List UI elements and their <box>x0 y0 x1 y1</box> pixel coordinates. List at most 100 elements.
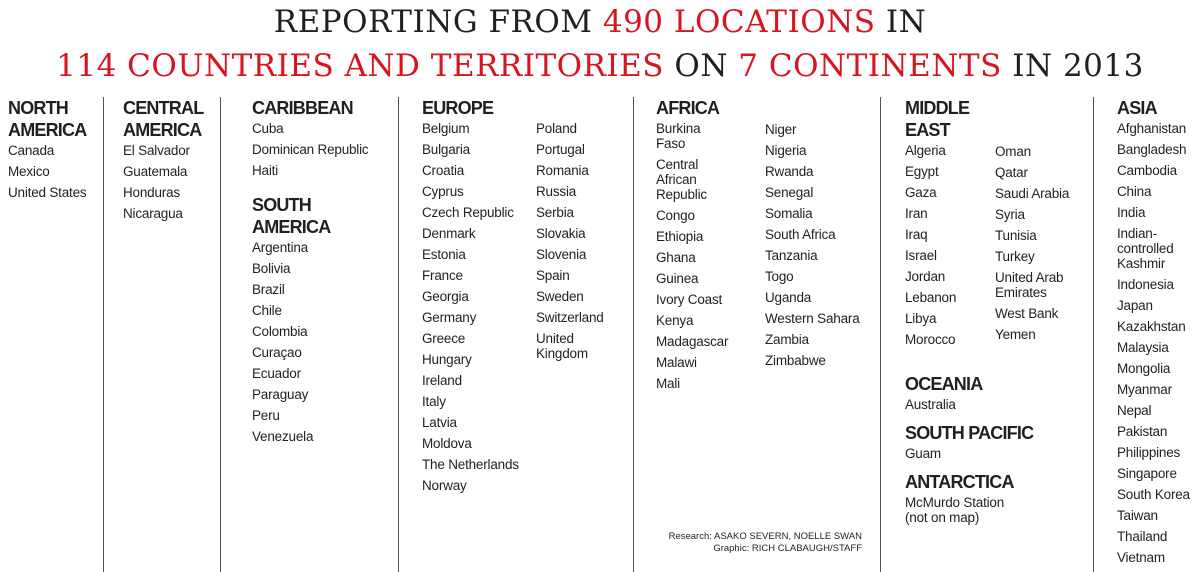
region-heading: AFRICA <box>656 98 720 118</box>
region-heading: OCEANIA <box>905 374 983 394</box>
location-item: Italy <box>422 394 446 409</box>
location-item: Hungary <box>422 352 472 367</box>
location-item: Oman <box>995 144 1031 159</box>
location-item: Somalia <box>765 206 813 221</box>
location-item: Gaza <box>905 185 937 200</box>
location-list: Cuba Dominican Republic Haiti <box>252 121 369 178</box>
location-item: Bulgaria <box>422 142 470 157</box>
location-item: Madagascar <box>656 334 729 349</box>
location-item: Norway <box>422 478 467 493</box>
location-item: Slovakia <box>536 226 586 241</box>
location-item: Colombia <box>252 324 308 339</box>
location-item: Israel <box>905 248 937 263</box>
location-item: Egypt <box>905 164 939 179</box>
location-item: Singapore <box>1117 466 1177 481</box>
location-item: Pakistan <box>1117 424 1168 439</box>
location-item: Mali <box>656 376 680 391</box>
graphic-credit: Graphic: RICH CLABAUGH/STAFF <box>713 543 862 554</box>
location-item: United Kingdom <box>536 331 588 361</box>
region-heading: CENTRAL AMERICA <box>123 98 204 140</box>
column-divider <box>1093 97 1094 572</box>
location-item: Congo <box>656 208 695 223</box>
location-item: Argentina <box>252 240 308 255</box>
credits: Research: ASAKO SEVERN, NOELLE SWAN Grap… <box>640 531 862 555</box>
location-item: Peru <box>252 408 280 423</box>
column-divider <box>220 97 221 572</box>
location-item: Bolivia <box>252 261 291 276</box>
location-item: Sweden <box>536 289 584 304</box>
location-item: Guinea <box>656 271 699 286</box>
region-oceania-pacific-antarctica: OCEANIA Australia SOUTH PACIFIC Guam ANT… <box>905 373 1034 531</box>
location-item: Togo <box>765 269 794 284</box>
location-item: Jordan <box>905 269 946 284</box>
location-list: Australia <box>905 397 1033 412</box>
location-item: Cyprus <box>422 184 464 199</box>
location-item: Syria <box>995 207 1025 222</box>
location-item: Belgium <box>422 121 470 136</box>
location-item: Canada <box>8 143 55 158</box>
location-item: Algeria <box>905 143 946 158</box>
region-asia: ASIA Afghanistan Bangladesh Cambodia China I… <box>1117 97 1190 571</box>
location-item: Kazakhstan <box>1117 319 1186 334</box>
location-item: Romania <box>536 163 589 178</box>
headline-text: IN 2013 <box>1001 48 1144 84</box>
location-item: Saudi Arabia <box>995 186 1070 201</box>
location-item: Western Sahara <box>765 311 860 326</box>
region-heading: NORTH AMERICA <box>8 98 87 140</box>
location-item: Thailand <box>1117 529 1168 544</box>
location-list: Poland Portugal Romania Russia Serbia Slovaki… <box>536 121 604 361</box>
location-item: United Arab Emirates <box>995 270 1064 300</box>
location-item: Serbia <box>536 205 574 220</box>
location-list: Burkina Faso Central African Republic Cong… <box>656 121 728 391</box>
location-item: Lebanon <box>905 290 957 305</box>
location-item: Qatar <box>995 165 1028 180</box>
headline-highlight: 490 LOCATIONS <box>602 4 876 40</box>
location-item: Denmark <box>422 226 476 241</box>
location-item: Greece <box>422 331 466 346</box>
location-item: Uganda <box>765 290 812 305</box>
location-item: Haiti <box>252 163 279 178</box>
location-item: Curaçao <box>252 345 302 360</box>
location-list: Belgium Bulgaria Croatia Cyprus Czech Republ… <box>422 121 519 493</box>
location-list: Argentina Bolivia Brazil Chile Colombia Curaç… <box>252 240 368 444</box>
location-item: Mexico <box>8 164 50 179</box>
location-list: Afghanistan Bangladesh Cambodia China India I… <box>1117 121 1190 565</box>
region-africa-col-2: Niger Nigeria Rwanda Senegal Somalia South Af… <box>765 122 860 374</box>
location-item: Zimbabwe <box>765 353 826 368</box>
location-list: El Salvador Guatemala Honduras Nicaragua <box>123 143 203 221</box>
location-item: Venezuela <box>252 429 314 444</box>
column-divider <box>398 97 399 572</box>
location-item: India <box>1117 205 1146 220</box>
region-heading: CARIBBEAN <box>252 98 354 118</box>
location-item: China <box>1117 184 1152 199</box>
headline-highlight: 114 COUNTRIES AND TERRITORIES <box>56 48 665 84</box>
location-item: Ireland <box>422 373 462 388</box>
headline-line-1: REPORTING FROM 490 LOCATIONS IN <box>0 2 1200 42</box>
location-item: Russia <box>536 184 577 199</box>
location-item: Brazil <box>252 282 285 297</box>
location-item: South Korea <box>1117 487 1190 502</box>
headline-highlight: 7 CONTINENTS <box>738 48 1002 84</box>
location-item: Switzerland <box>536 310 604 325</box>
region-middle-east-col-2: Oman Qatar Saudi Arabia Syria Tunisia Turkey U… <box>995 144 1069 348</box>
location-item: Nepal <box>1117 403 1152 418</box>
location-item: Libya <box>905 311 937 326</box>
headline-text: IN <box>875 4 927 40</box>
location-item: Taiwan <box>1117 508 1158 523</box>
location-item: Kenya <box>656 313 694 328</box>
location-item: Indian- controlled Kashmir <box>1117 226 1174 271</box>
location-item: Spain <box>536 268 570 283</box>
location-item: Ethiopia <box>656 229 704 244</box>
location-item: Cuba <box>252 121 284 136</box>
location-item: Mongolia <box>1117 361 1171 376</box>
headline-text: REPORTING FROM <box>273 4 603 40</box>
location-item: Nicaragua <box>123 206 183 221</box>
location-item: France <box>422 268 463 283</box>
location-item: Turkey <box>995 249 1035 264</box>
region-africa: AFRICA Burkina Faso Central African Repub… <box>656 97 728 397</box>
location-list: Niger Nigeria Rwanda Senegal Somalia South Af… <box>765 122 860 368</box>
location-item: Philippines <box>1117 445 1181 460</box>
location-list: McMurdo Station (not on map) <box>905 495 1033 525</box>
location-list: Canada Mexico United States <box>8 143 87 200</box>
location-item: Yemen <box>995 327 1036 342</box>
